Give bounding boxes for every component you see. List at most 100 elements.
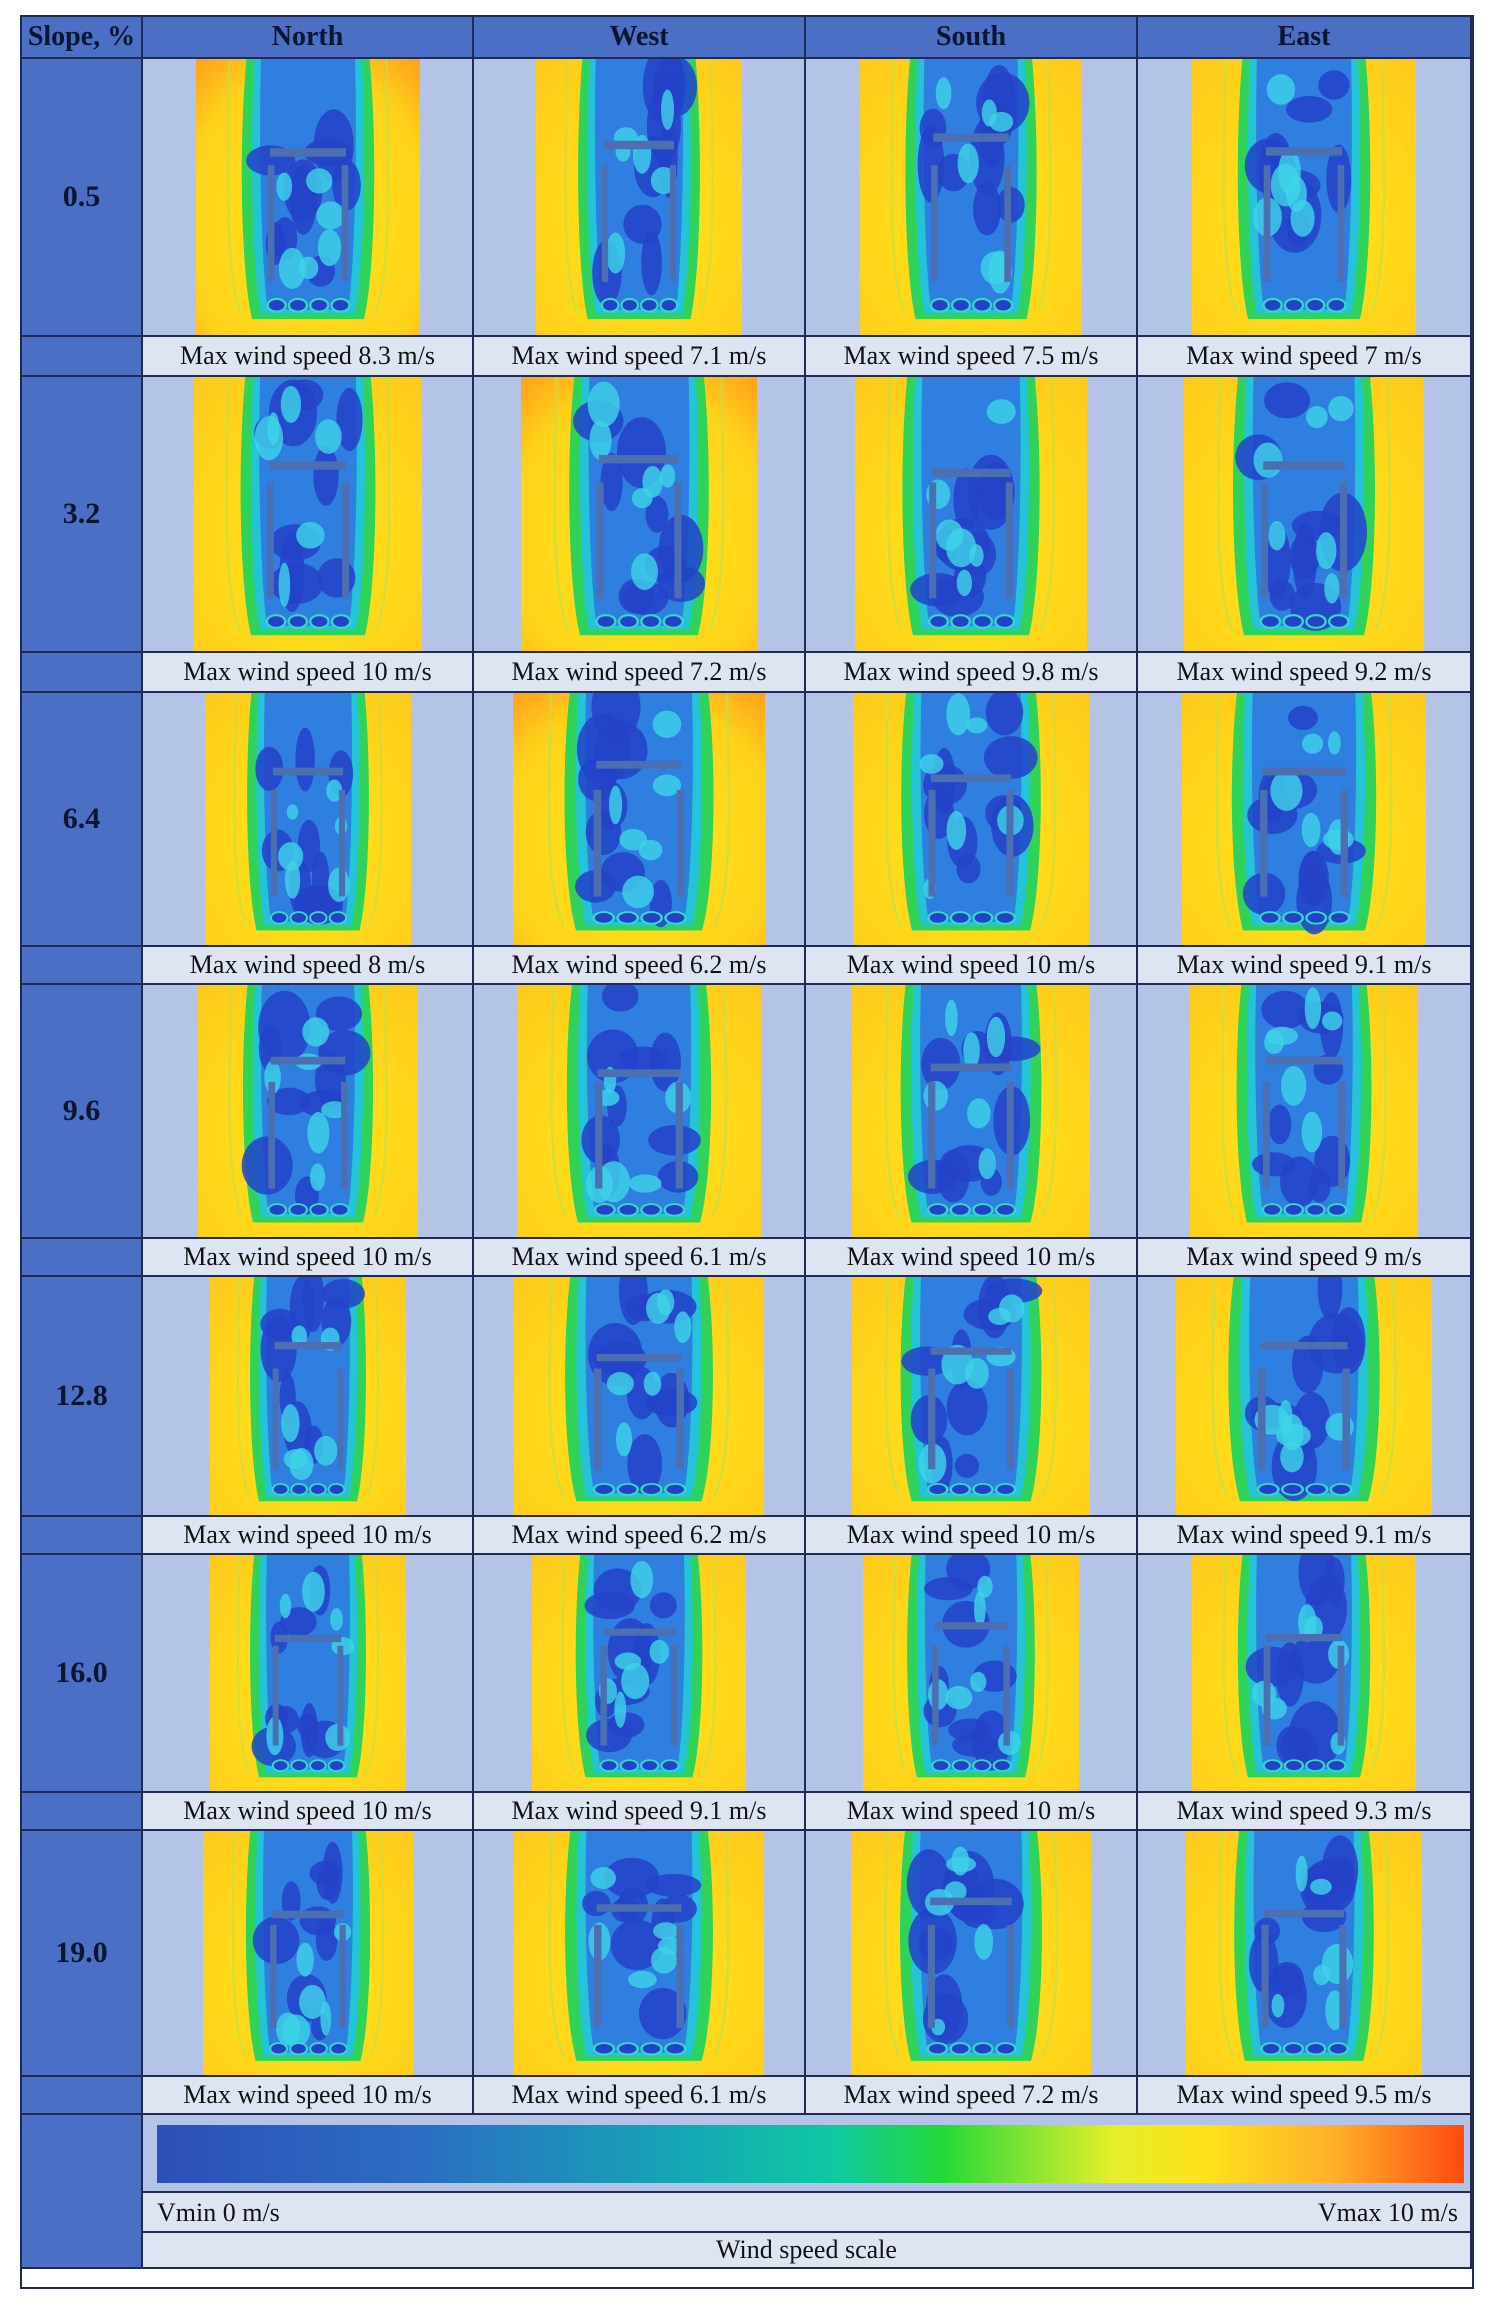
max-wind-speed-caption: Max wind speed 6.1 m/s bbox=[474, 1239, 806, 1277]
max-wind-speed-caption: Max wind speed 9.5 m/s bbox=[1138, 2077, 1472, 2115]
wind-flow-simulation-image bbox=[517, 985, 761, 1237]
flow-image-cell-west bbox=[474, 59, 806, 337]
max-wind-speed-caption: Max wind speed 7 m/s bbox=[1138, 337, 1472, 377]
wind-flow-simulation-image bbox=[1182, 693, 1426, 945]
wind-flow-simulation-image bbox=[860, 59, 1082, 335]
flow-image-cell-east bbox=[1138, 1277, 1472, 1517]
header-east: East bbox=[1138, 17, 1472, 59]
wind-flow-simulation-image bbox=[209, 1555, 406, 1791]
slope-value: 9.6 bbox=[22, 985, 143, 1239]
max-wind-speed-caption: Max wind speed 9.1 m/s bbox=[1138, 947, 1472, 985]
slope-value: 12.8 bbox=[22, 1277, 143, 1517]
scale-limits-row: Vmin 0 m/s Vmax 10 m/s bbox=[143, 2193, 1472, 2233]
flow-image-cell-west bbox=[474, 693, 806, 947]
wind-flow-simulation-image bbox=[514, 1831, 764, 2075]
flow-image-cell-east bbox=[1138, 693, 1472, 947]
flow-image-cell-west bbox=[474, 1277, 806, 1517]
flow-image-cell-south bbox=[806, 1831, 1138, 2077]
scale-vmax-label: Vmax 10 m/s bbox=[1317, 2198, 1458, 2227]
flow-image-cell-east bbox=[1138, 1831, 1472, 2077]
flow-image-cell-east bbox=[1138, 1555, 1472, 1793]
wind-speed-scale-area bbox=[143, 2115, 1472, 2193]
flow-image-cell-north bbox=[143, 1555, 474, 1793]
max-wind-speed-caption: Max wind speed 10 m/s bbox=[806, 947, 1138, 985]
flow-image-cell-east bbox=[1138, 59, 1472, 337]
max-wind-speed-caption: Max wind speed 6.1 m/s bbox=[474, 2077, 806, 2115]
max-wind-speed-caption: Max wind speed 10 m/s bbox=[143, 2077, 474, 2115]
max-wind-speed-caption: Max wind speed 10 m/s bbox=[806, 1239, 1138, 1277]
slope-cell-footer bbox=[22, 2077, 143, 2115]
max-wind-speed-caption: Max wind speed 9.8 m/s bbox=[806, 653, 1138, 693]
slope-cell-footer bbox=[22, 1517, 143, 1555]
slope-cell-footer bbox=[22, 337, 143, 377]
max-wind-speed-caption: Max wind speed 10 m/s bbox=[806, 1793, 1138, 1831]
wind-flow-simulation-image bbox=[193, 377, 422, 651]
wind-flow-simulation-image bbox=[855, 377, 1087, 651]
header-slope: Slope, % bbox=[22, 17, 143, 59]
wind-flow-simulation-image bbox=[853, 693, 1089, 945]
wind-flow-simulation-image bbox=[513, 693, 765, 945]
flow-image-cell-south bbox=[806, 1277, 1138, 1517]
wind-flow-simulation-image bbox=[202, 1831, 413, 2075]
max-wind-speed-caption: Max wind speed 7.5 m/s bbox=[806, 337, 1138, 377]
flow-image-cell-south bbox=[806, 59, 1138, 337]
max-wind-speed-caption: Max wind speed 10 m/s bbox=[806, 1517, 1138, 1555]
wind-flow-simulation-image bbox=[852, 985, 1090, 1237]
max-wind-speed-caption: Max wind speed 9.1 m/s bbox=[1138, 1517, 1472, 1555]
flow-image-cell-north bbox=[143, 693, 474, 947]
max-wind-speed-caption: Max wind speed 8.3 m/s bbox=[143, 337, 474, 377]
header-west: West bbox=[474, 17, 806, 59]
scale-slope-cell bbox=[22, 2115, 143, 2269]
wind-flow-simulation-image bbox=[197, 985, 418, 1237]
header-north: North bbox=[143, 17, 474, 59]
wind-flow-simulation-image bbox=[1192, 59, 1416, 335]
wind-flow-simulation-image bbox=[195, 59, 420, 335]
flow-image-cell-north bbox=[143, 1831, 474, 2077]
wind-flow-simulation-image bbox=[204, 693, 411, 945]
slope-cell-footer bbox=[22, 947, 143, 985]
flow-image-cell-south bbox=[806, 1555, 1138, 1793]
max-wind-speed-caption: Max wind speed 10 m/s bbox=[143, 1517, 474, 1555]
wind-flow-simulation-image bbox=[1190, 985, 1418, 1237]
slope-value: 3.2 bbox=[22, 377, 143, 653]
flow-image-cell-south bbox=[806, 693, 1138, 947]
max-wind-speed-caption: Max wind speed 7.1 m/s bbox=[474, 337, 806, 377]
color-scale-bar bbox=[157, 2125, 1464, 2183]
slope-cell-footer bbox=[22, 653, 143, 693]
max-wind-speed-caption: Max wind speed 9.2 m/s bbox=[1138, 653, 1472, 693]
wind-flow-simulation-image bbox=[863, 1555, 1079, 1791]
flow-image-cell-south bbox=[806, 985, 1138, 1239]
wind-flow-simulation-image bbox=[521, 377, 757, 651]
slope-value: 6.4 bbox=[22, 693, 143, 947]
wind-flow-simulation-image bbox=[1186, 1831, 1422, 2075]
slope-value: 19.0 bbox=[22, 1831, 143, 2077]
wind-flow-simulation-image bbox=[851, 1831, 1091, 2075]
max-wind-speed-caption: Max wind speed 7.2 m/s bbox=[806, 2077, 1138, 2115]
slope-value: 0.5 bbox=[22, 59, 143, 337]
max-wind-speed-caption: Max wind speed 10 m/s bbox=[143, 1793, 474, 1831]
wind-speed-table: Slope, % North West South East 0.5 Max wind sp… bbox=[20, 15, 1474, 2289]
scale-caption: Wind speed scale bbox=[143, 2233, 1472, 2269]
slope-value: 16.0 bbox=[22, 1555, 143, 1793]
scale-vmin-label: Vmin 0 m/s bbox=[157, 2198, 280, 2227]
wind-flow-simulation-image bbox=[852, 1277, 1090, 1515]
flow-image-cell-north bbox=[143, 985, 474, 1239]
flow-image-cell-north bbox=[143, 377, 474, 653]
flow-image-cell-west bbox=[474, 985, 806, 1239]
wind-flow-simulation-image bbox=[1184, 377, 1424, 651]
max-wind-speed-caption: Max wind speed 9 m/s bbox=[1138, 1239, 1472, 1277]
wind-flow-simulation-image bbox=[532, 1555, 746, 1791]
flow-image-cell-south bbox=[806, 377, 1138, 653]
flow-image-cell-west bbox=[474, 1831, 806, 2077]
max-wind-speed-caption: Max wind speed 6.2 m/s bbox=[474, 1517, 806, 1555]
flow-image-cell-west bbox=[474, 1555, 806, 1793]
slope-cell-footer bbox=[22, 1239, 143, 1277]
max-wind-speed-caption: Max wind speed 9.1 m/s bbox=[474, 1793, 806, 1831]
flow-image-cell-east bbox=[1138, 985, 1472, 1239]
wind-flow-simulation-image bbox=[1192, 1555, 1416, 1791]
wind-flow-simulation-image bbox=[536, 59, 742, 335]
flow-image-cell-west bbox=[474, 377, 806, 653]
slope-cell-footer bbox=[22, 1793, 143, 1831]
max-wind-speed-caption: Max wind speed 6.2 m/s bbox=[474, 947, 806, 985]
max-wind-speed-caption: Max wind speed 9.3 m/s bbox=[1138, 1793, 1472, 1831]
